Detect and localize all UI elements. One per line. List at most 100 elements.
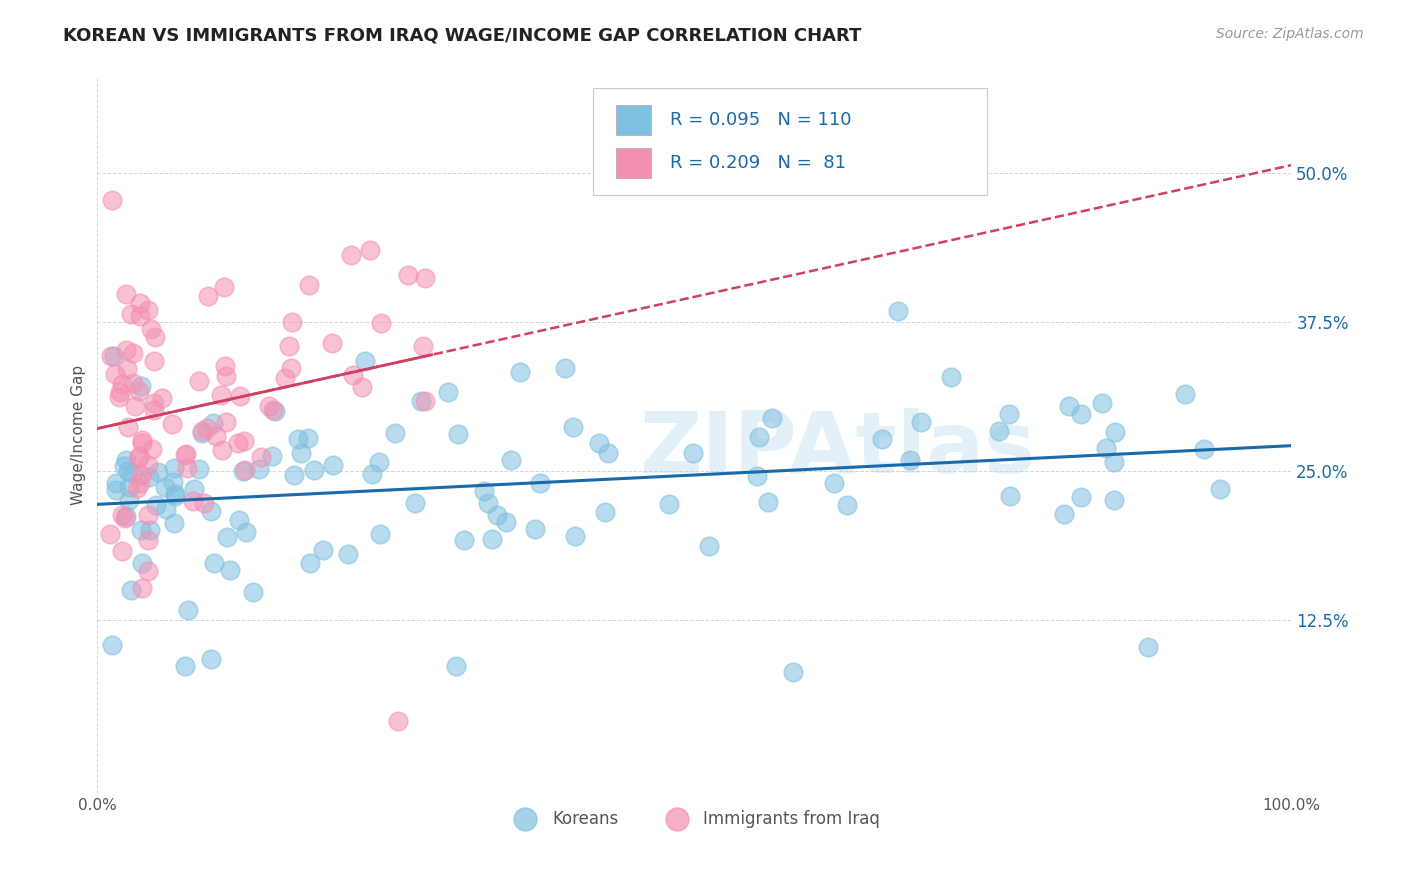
Point [242, 584, 264, 599]
Point [191, 424, 214, 438]
Point [998, 489, 1021, 503]
Point [910, 415, 932, 429]
Point [1208, 483, 1230, 497]
Point [384, 426, 406, 441]
Point [202, 416, 225, 430]
Point [108, 390, 131, 404]
Point [150, 392, 173, 406]
Point [1070, 407, 1092, 421]
Point [898, 453, 921, 467]
Point [212, 279, 235, 293]
Point [183, 482, 205, 496]
Point [122, 346, 145, 360]
Point [148, 466, 170, 480]
Point [136, 564, 159, 578]
Point [174, 447, 197, 461]
Point [588, 435, 610, 450]
Point [195, 420, 218, 434]
Point [359, 243, 381, 257]
Point [100, 349, 122, 363]
Point [211, 443, 233, 458]
Point [129, 468, 152, 483]
Point [278, 338, 301, 352]
Point [103, 349, 125, 363]
Point [501, 452, 523, 467]
Point [124, 399, 146, 413]
Point [143, 354, 166, 368]
Point [412, 339, 434, 353]
Point [145, 498, 167, 512]
Point [209, 388, 232, 402]
Point [481, 532, 503, 546]
Point [120, 583, 142, 598]
Point [215, 530, 238, 544]
Point [529, 475, 551, 490]
Point [596, 446, 619, 460]
Point [998, 407, 1021, 421]
Point [162, 461, 184, 475]
Point [115, 508, 138, 523]
Point [1057, 399, 1080, 413]
Point [782, 665, 804, 679]
Point [342, 368, 364, 382]
Point [228, 512, 250, 526]
Point [1094, 441, 1116, 455]
Point [472, 483, 495, 498]
Point [1102, 493, 1125, 508]
Point [117, 362, 139, 376]
Point [200, 504, 222, 518]
Point [337, 547, 360, 561]
Point [114, 343, 136, 358]
Point [125, 481, 148, 495]
Point [131, 435, 153, 450]
Point [321, 336, 343, 351]
Point [129, 378, 152, 392]
Point [163, 487, 186, 501]
Point [215, 369, 238, 384]
Point [138, 533, 160, 548]
Point [104, 475, 127, 490]
Point [748, 430, 770, 444]
Point [177, 603, 200, 617]
Point [353, 353, 375, 368]
Point [1174, 386, 1197, 401]
Point [121, 467, 143, 481]
Point [939, 369, 962, 384]
Point [447, 426, 470, 441]
Point [219, 563, 242, 577]
Point [139, 322, 162, 336]
FancyBboxPatch shape [593, 88, 987, 195]
Point [413, 394, 436, 409]
Point [658, 497, 681, 511]
Point [247, 462, 270, 476]
Point [1137, 640, 1160, 655]
Point [509, 365, 531, 379]
Point [368, 527, 391, 541]
Point [100, 194, 122, 208]
Point [162, 417, 184, 432]
Point [233, 434, 256, 448]
Point [477, 496, 499, 510]
Point [174, 658, 197, 673]
Point [564, 529, 586, 543]
Point [1104, 425, 1126, 440]
Text: KOREAN VS IMMIGRANTS FROM IRAQ WAGE/INCOME GAP CORRELATION CHART: KOREAN VS IMMIGRANTS FROM IRAQ WAGE/INCO… [63, 27, 862, 45]
Point [112, 458, 135, 473]
Point [128, 475, 150, 490]
Point [143, 396, 166, 410]
Point [136, 302, 159, 317]
Point [174, 448, 197, 462]
Point [142, 403, 165, 417]
Point [437, 384, 460, 399]
Text: ZIPAtlas: ZIPAtlas [640, 408, 1036, 491]
Point [215, 415, 238, 429]
Point [118, 493, 141, 508]
Point [287, 432, 309, 446]
Point [226, 436, 249, 450]
Point [138, 470, 160, 484]
Point [98, 527, 121, 541]
Point [129, 296, 152, 310]
Point [232, 464, 254, 478]
Point [298, 278, 321, 293]
Point [290, 445, 312, 459]
